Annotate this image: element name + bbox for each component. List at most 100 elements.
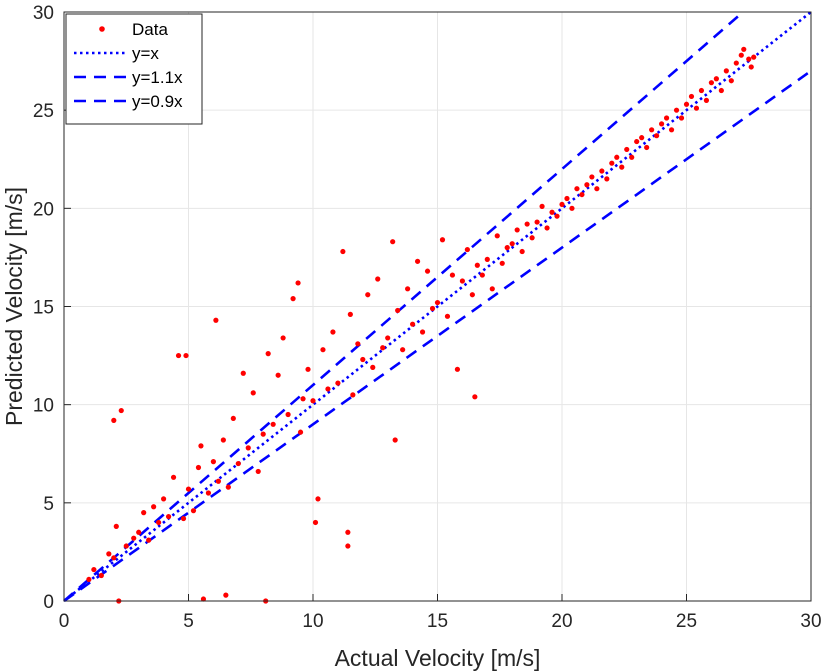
data-point (270, 421, 276, 427)
data-point (265, 351, 271, 357)
data-point (723, 68, 729, 74)
data-point (703, 97, 710, 103)
data-point (688, 93, 695, 100)
data-point (245, 445, 251, 451)
data-point (559, 201, 565, 208)
data-point (474, 262, 480, 268)
data-point (175, 352, 182, 359)
data-point (419, 329, 426, 335)
legend: Data y=x y=1.1x y=0.9x (65, 13, 203, 125)
y-tick-label: 0 (43, 592, 54, 613)
data-point (355, 341, 361, 347)
data-point (693, 105, 700, 111)
data-point (250, 390, 256, 396)
data-point (141, 510, 147, 516)
data-point (659, 121, 665, 127)
data-point (146, 537, 152, 543)
data-point (644, 144, 650, 151)
data-point (624, 146, 630, 153)
data-point (738, 52, 744, 58)
data-point (345, 543, 351, 549)
data-point (111, 417, 117, 423)
data-point (312, 519, 319, 526)
x-tick-label: 25 (676, 611, 697, 632)
data-point (165, 513, 172, 520)
data-point (472, 394, 478, 400)
data-point (180, 515, 187, 522)
data-point (429, 305, 436, 312)
data-point (439, 237, 446, 243)
data-point (195, 464, 202, 471)
x-tick-label: 0 (59, 611, 70, 632)
data-point (330, 329, 336, 335)
legend-entry: y=0.9x (74, 92, 183, 111)
y-tick-label: 10 (33, 396, 54, 417)
data-point (594, 186, 600, 192)
data-point (106, 551, 112, 557)
data-point (151, 504, 157, 510)
data-point (569, 205, 575, 211)
data-point (554, 213, 560, 219)
y-tick-label: 15 (33, 298, 54, 319)
data-point (190, 508, 197, 514)
data-point (629, 154, 635, 160)
data-point (405, 286, 411, 292)
data-points (86, 46, 757, 604)
data-point (639, 135, 645, 141)
x-tick-label: 30 (800, 611, 821, 632)
reference-lines (63, 10, 812, 603)
legend-label: y=0.9x (132, 92, 183, 111)
data-point (509, 241, 515, 247)
data-point (708, 80, 715, 86)
data-point (260, 431, 266, 437)
y-tick-label: 30 (33, 3, 54, 24)
data-point (91, 566, 97, 573)
data-point (449, 272, 456, 278)
legend-entry: y=1.1x (74, 68, 183, 87)
legend-label: Data (132, 20, 168, 39)
data-point (400, 347, 406, 353)
data-point (589, 174, 595, 180)
data-point (619, 164, 625, 170)
legend-label: y=1.1x (132, 68, 183, 87)
data-point (728, 78, 734, 84)
data-point (434, 299, 441, 306)
data-point (713, 76, 719, 82)
data-point (156, 519, 162, 526)
y-tick-label: 25 (33, 101, 54, 122)
data-point (360, 356, 366, 363)
data-point (390, 239, 396, 245)
data-point (564, 195, 570, 202)
data-point (579, 191, 585, 198)
data-point (255, 468, 261, 475)
data-point (678, 115, 685, 121)
x-tick-label: 20 (551, 611, 572, 632)
data-point (86, 576, 92, 583)
data-point (668, 127, 675, 133)
data-point (350, 392, 356, 398)
data-point (170, 474, 177, 480)
data-point (524, 221, 530, 227)
data-point (235, 460, 241, 467)
data-point (385, 335, 391, 341)
data-point (183, 352, 189, 359)
data-point (459, 278, 465, 284)
data-point (161, 496, 167, 502)
data-point (392, 437, 398, 443)
y-axis-label: Predicted Velocity [m/s] (1, 187, 27, 426)
data-point (514, 227, 520, 233)
data-point (414, 258, 421, 264)
reference-line-y=1.1x (63, 11, 744, 602)
data-point (320, 347, 326, 353)
data-point (654, 133, 660, 139)
data-point (213, 317, 219, 323)
data-point (733, 60, 739, 66)
data-point (297, 429, 304, 435)
data-point (484, 256, 490, 262)
data-point (335, 380, 341, 386)
data-point (230, 415, 236, 422)
data-point (673, 107, 680, 113)
data-point (113, 523, 119, 529)
data-point (198, 443, 204, 449)
